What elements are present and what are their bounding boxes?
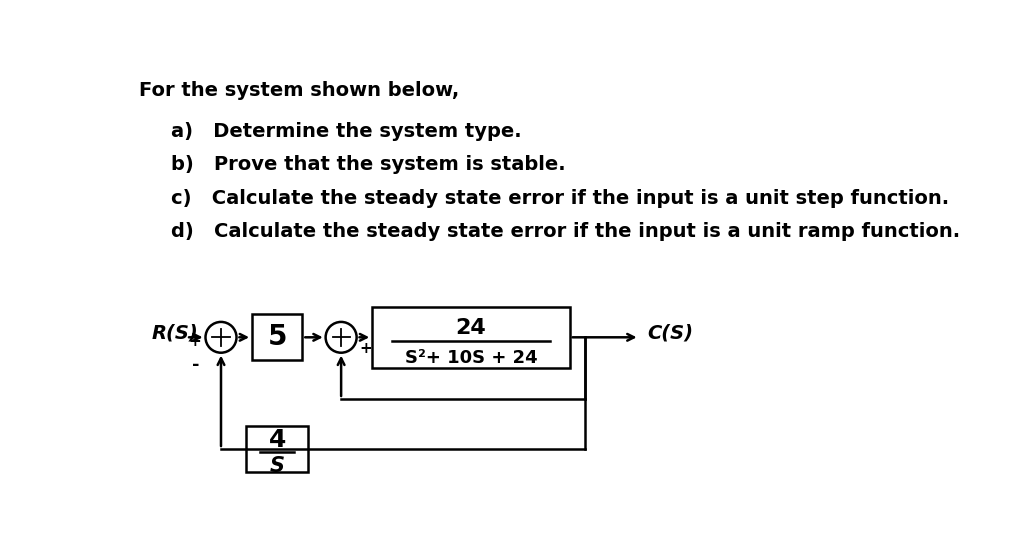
Text: +: + xyxy=(188,334,201,349)
Text: a)   Determine the system type.: a) Determine the system type. xyxy=(171,122,521,141)
Text: c)   Calculate the steady state error if the input is a unit step function.: c) Calculate the steady state error if t… xyxy=(171,189,949,208)
Text: S: S xyxy=(269,456,285,476)
Text: 4: 4 xyxy=(268,427,286,452)
Text: +: + xyxy=(359,341,372,356)
Text: b)   Prove that the system is stable.: b) Prove that the system is stable. xyxy=(171,155,565,174)
Text: For the system shown below,: For the system shown below, xyxy=(139,81,459,100)
Text: R(S): R(S) xyxy=(152,324,198,342)
Bar xyxy=(372,306,569,368)
Text: 5: 5 xyxy=(267,324,287,351)
Bar xyxy=(252,314,302,360)
Text: -: - xyxy=(191,356,199,374)
Text: S²+ 10S + 24: S²+ 10S + 24 xyxy=(404,349,538,367)
Bar xyxy=(246,426,308,472)
Text: C(S): C(S) xyxy=(647,324,693,342)
Text: d)   Calculate the steady state error if the input is a unit ramp function.: d) Calculate the steady state error if t… xyxy=(171,222,959,241)
Text: 24: 24 xyxy=(456,318,486,338)
